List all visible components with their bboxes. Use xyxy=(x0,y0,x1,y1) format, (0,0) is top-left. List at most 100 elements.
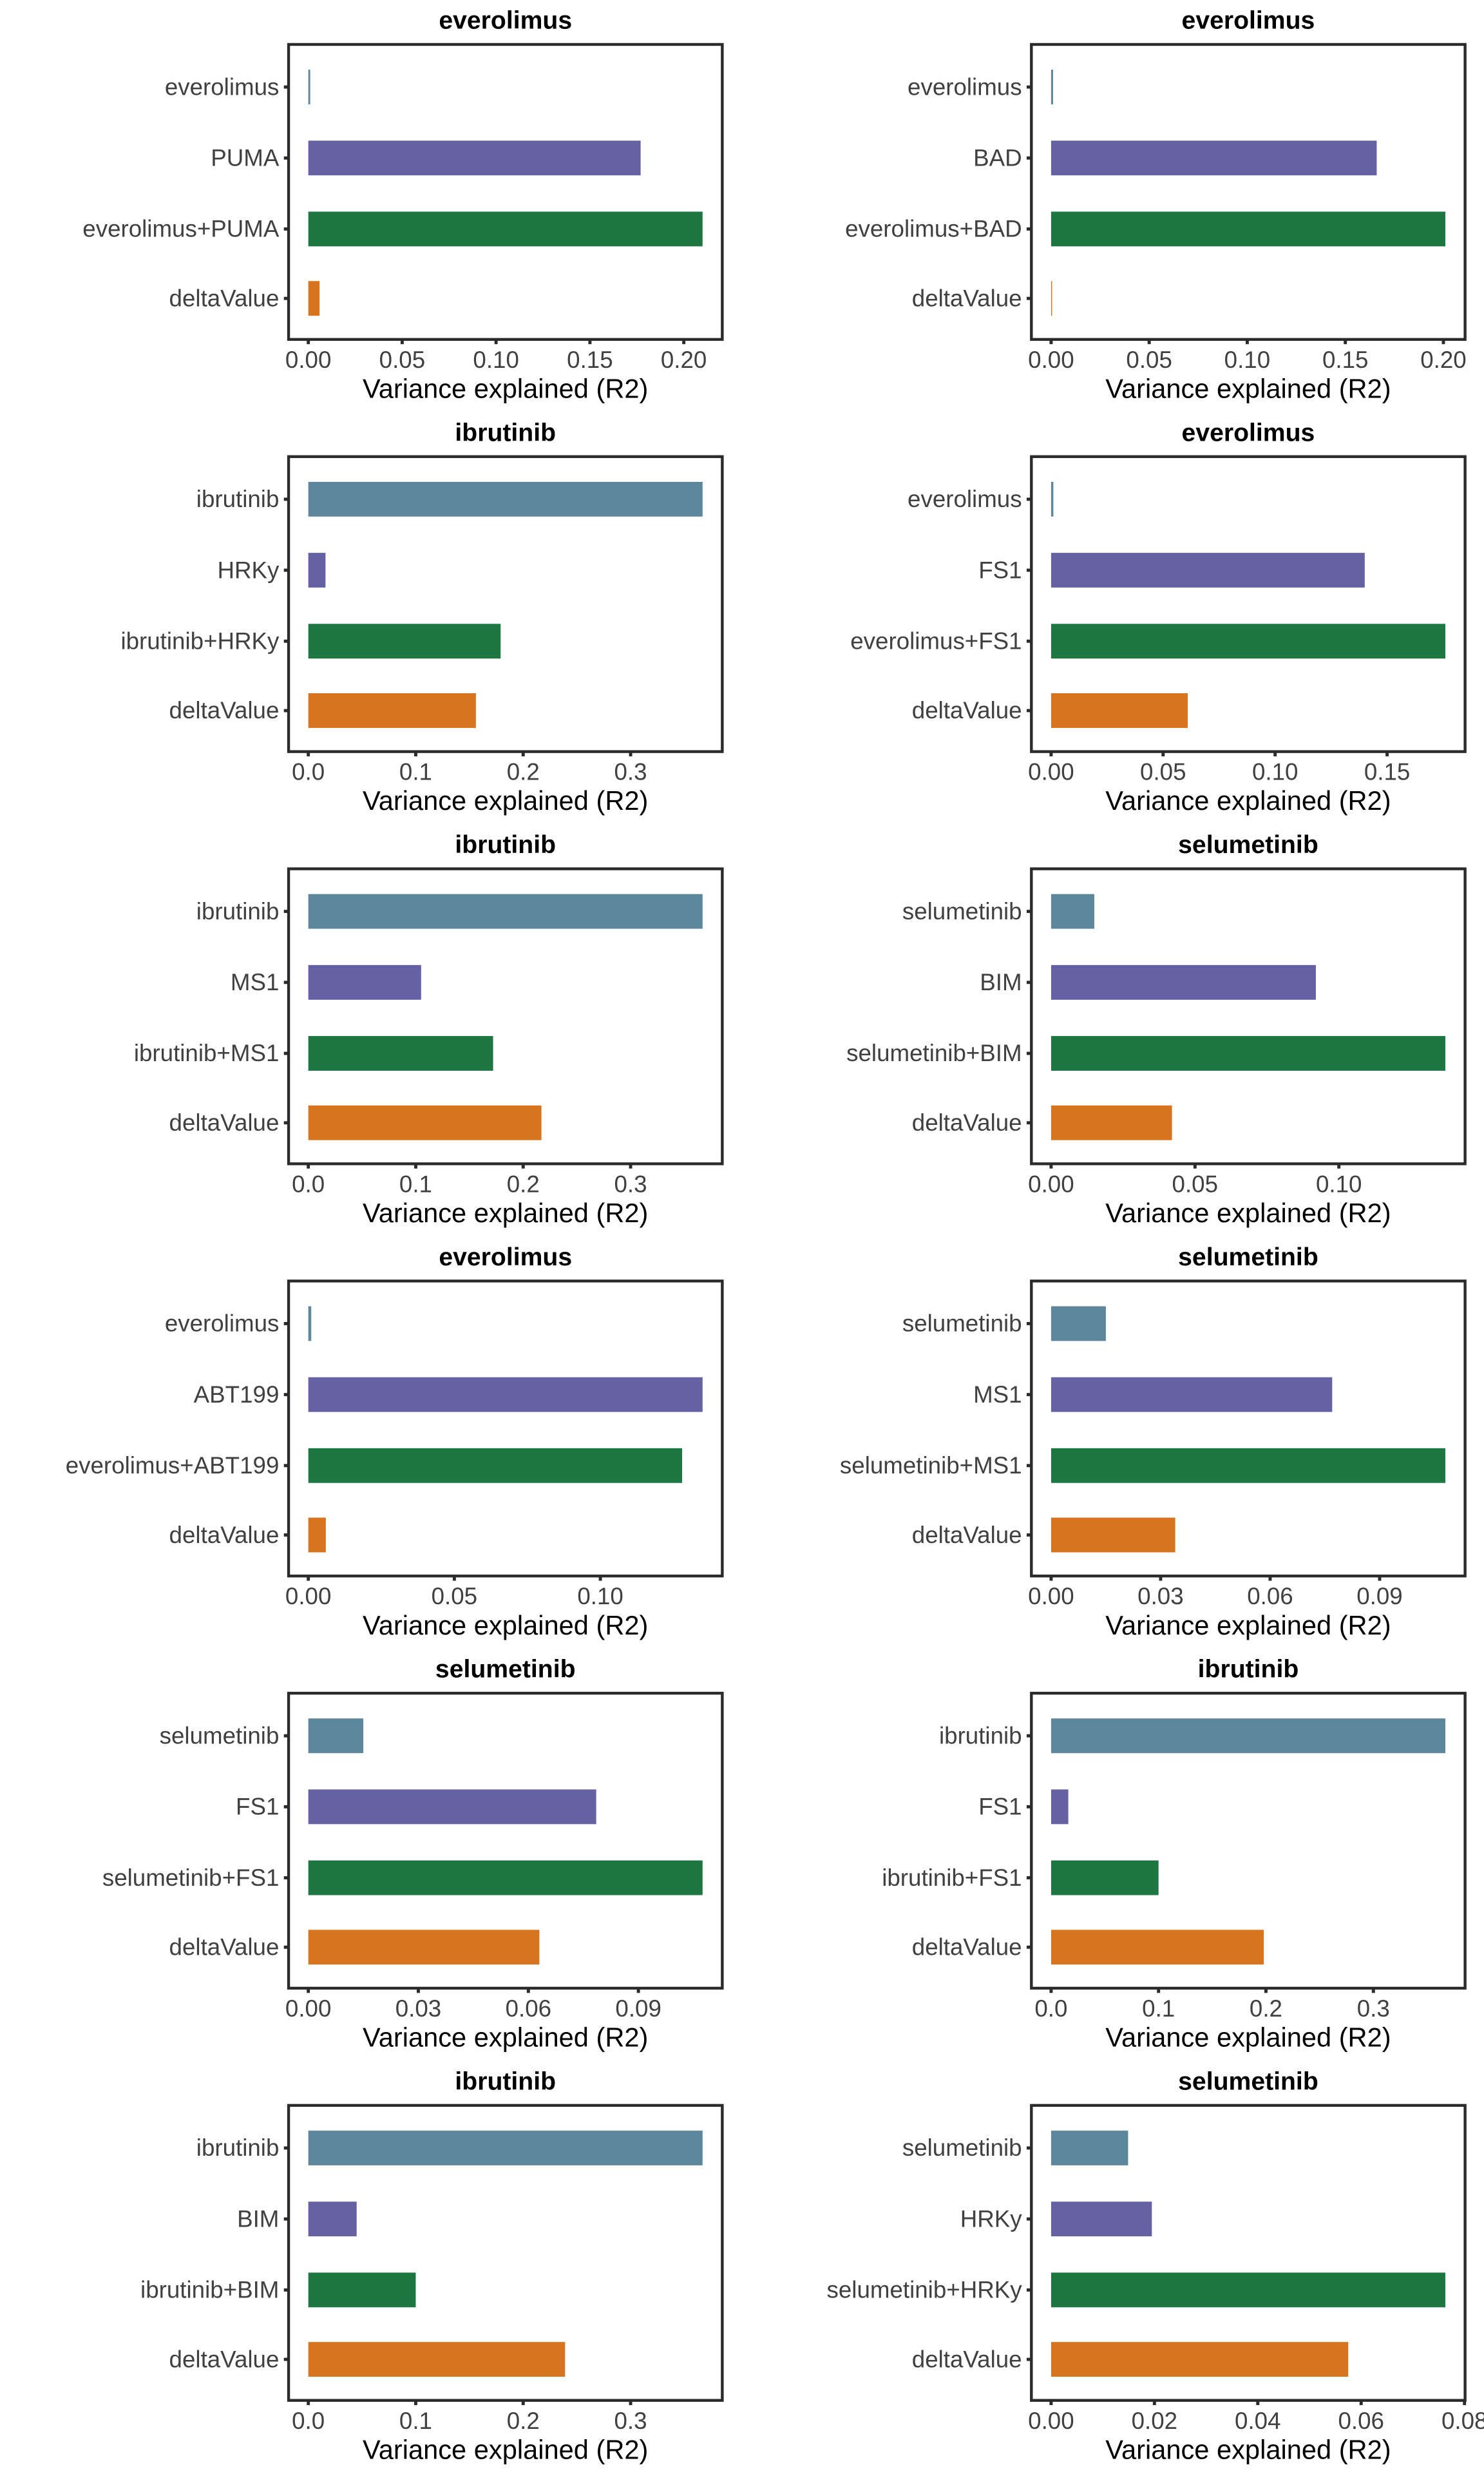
x-axis-title: Variance explained (R2) xyxy=(1105,785,1391,816)
y-tick-label: everolimus xyxy=(165,1310,280,1337)
bar-deltavalue xyxy=(308,2342,566,2377)
x-tick-label: 0.05 xyxy=(432,1583,477,1609)
y-tick-label: everolimus xyxy=(908,486,1022,512)
bar-everolimus xyxy=(1051,481,1054,517)
y-tick-label: MS1 xyxy=(231,969,280,995)
x-tick-label: 0.00 xyxy=(1028,2408,1074,2434)
bar-selumetinib xyxy=(1051,2131,1128,2165)
y-tick-label: deltaValue xyxy=(912,2346,1022,2372)
x-axis-title: Variance explained (R2) xyxy=(363,1198,648,1228)
y-tick-label: FS1 xyxy=(978,1794,1022,1820)
x-tick-label: 0.1 xyxy=(399,2408,432,2434)
panel-8: selumetinib selumetinib MS1 selumetinib+MS1… xyxy=(840,1243,1467,1640)
bar-deltavalue xyxy=(308,1105,542,1140)
x-tick-label: 0.06 xyxy=(1338,2408,1384,2434)
x-tick-label: 0.10 xyxy=(1252,759,1298,785)
panel-title: everolimus xyxy=(439,1243,572,1271)
bar-deltavalue xyxy=(1051,281,1052,316)
x-axis-title: Variance explained (R2) xyxy=(1105,2434,1391,2464)
y-tick-label: HRKy xyxy=(960,2205,1023,2232)
bar-fs1 xyxy=(1051,1789,1069,1825)
panel-title: selumetinib xyxy=(435,1656,576,1683)
x-tick-label: 0.09 xyxy=(1356,1583,1402,1609)
x-tick-label: 0.0 xyxy=(292,1171,325,1197)
bar-fs1 xyxy=(308,1789,596,1825)
y-tick-label: deltaValue xyxy=(169,2346,280,2372)
bar-everolimus-bad xyxy=(1051,211,1446,247)
x-tick-label: 0.0 xyxy=(1034,1995,1067,2022)
x-tick-label: 0.05 xyxy=(1140,759,1186,785)
x-axis-title: Variance explained (R2) xyxy=(363,373,648,403)
bar-deltavalue xyxy=(1051,2342,1349,2377)
bar-bad xyxy=(1051,140,1377,176)
x-tick-label: 0.1 xyxy=(399,759,432,785)
x-tick-label: 0.00 xyxy=(285,1995,331,2022)
y-tick-label: selumetinib xyxy=(902,1310,1022,1337)
bar-ms1 xyxy=(308,964,421,1000)
panel-title: selumetinib xyxy=(1178,831,1318,859)
y-tick-label: deltaValue xyxy=(912,1934,1022,1961)
bar-hrky xyxy=(1051,2201,1152,2237)
x-tick-label: 0.20 xyxy=(1420,347,1466,373)
x-tick-label: 0.05 xyxy=(379,347,425,373)
x-tick-label: 0.09 xyxy=(615,1995,661,2022)
x-tick-label: 0.20 xyxy=(661,347,707,373)
y-tick-label: MS1 xyxy=(973,1381,1022,1408)
panel-title: ibrutinib xyxy=(1198,1656,1299,1683)
y-tick-label: BAD xyxy=(973,144,1022,171)
panel-4: everolimus everolimus FS1 everolimus+FS1 del… xyxy=(850,419,1467,816)
bar-ibrutinib-ms1 xyxy=(308,1036,493,1071)
x-tick-label: 0.3 xyxy=(1357,1995,1390,2022)
x-axis-title: Variance explained (R2) xyxy=(1105,1610,1391,1640)
x-tick-label: 0.15 xyxy=(1322,347,1368,373)
x-tick-label: 0.08 xyxy=(1441,2408,1484,2434)
bar-ibrutinib-hrky xyxy=(308,624,501,659)
y-tick-label: everolimus xyxy=(165,73,280,100)
plot-frame xyxy=(1030,43,1467,341)
panel-title: everolimus xyxy=(1182,6,1315,34)
panel-6: selumetinib selumetinib BIM selumetinib+BIM… xyxy=(846,831,1467,1228)
x-axis-title: Variance explained (R2) xyxy=(1105,2022,1391,2053)
y-tick-label: deltaValue xyxy=(169,285,280,311)
x-tick-label: 0.04 xyxy=(1235,2408,1280,2434)
y-tick-label: FS1 xyxy=(978,557,1022,583)
x-axis-title: Variance explained (R2) xyxy=(1105,1198,1391,1228)
y-tick-label: selumetinib xyxy=(902,2134,1022,2161)
bar-deltavalue xyxy=(1051,693,1188,728)
panel-1: everolimus everolimus PUMA everolimus+PUMA d… xyxy=(82,6,724,403)
y-tick-label: PUMA xyxy=(211,144,280,171)
bar-deltavalue xyxy=(1051,1517,1175,1553)
panel-2: everolimus everolimus BAD everolimus+BAD del… xyxy=(845,6,1467,403)
panel-10: ibrutinib ibrutinib FS1 ibrutinib+FS1 deltaV… xyxy=(882,1656,1467,2053)
x-axis-title: Variance explained (R2) xyxy=(363,2022,648,2053)
y-tick-label: ibrutinib+MS1 xyxy=(134,1040,280,1066)
bar-ibrutinib xyxy=(1051,1718,1446,1754)
x-tick-label: 0.0 xyxy=(292,759,325,785)
panel-title: ibrutinib xyxy=(455,2067,556,2095)
bar-fs1 xyxy=(1051,553,1365,588)
y-tick-label: selumetinib xyxy=(902,898,1022,925)
x-tick-label: 0.00 xyxy=(1028,347,1074,373)
bar-selumetinib xyxy=(1051,1306,1106,1341)
bar-ibrutinib-fs1 xyxy=(1051,1860,1159,1895)
y-tick-label: everolimus+PUMA xyxy=(82,216,280,242)
x-tick-label: 0.05 xyxy=(1126,347,1172,373)
x-tick-label: 0.15 xyxy=(1364,759,1410,785)
bar-deltavalue xyxy=(308,1517,326,1553)
x-tick-label: 0.2 xyxy=(507,1171,540,1197)
panel-title: selumetinib xyxy=(1178,1243,1318,1271)
bar-selumetinib xyxy=(1051,894,1094,929)
y-tick-label: everolimus+FS1 xyxy=(850,628,1022,654)
plot-frame xyxy=(287,43,724,341)
y-tick-label: deltaValue xyxy=(912,285,1022,311)
x-tick-label: 0.05 xyxy=(1172,1171,1218,1197)
panel-11: ibrutinib ibrutinib BIM ibrutinib+BIM deltaV… xyxy=(140,2067,724,2464)
panel-3: ibrutinib ibrutinib HRKy ibrutinib+HRKy delt… xyxy=(120,419,724,816)
bar-bim xyxy=(1051,964,1316,1000)
bar-deltavalue xyxy=(1051,1105,1172,1140)
bar-everolimus-fs1 xyxy=(1051,624,1446,659)
y-tick-label: selumetinib+FS1 xyxy=(102,1865,280,1891)
bar-everolimus-puma xyxy=(308,211,703,247)
bar-selumetinib-ms1 xyxy=(1051,1448,1446,1483)
bar-selumetinib-fs1 xyxy=(308,1860,703,1895)
